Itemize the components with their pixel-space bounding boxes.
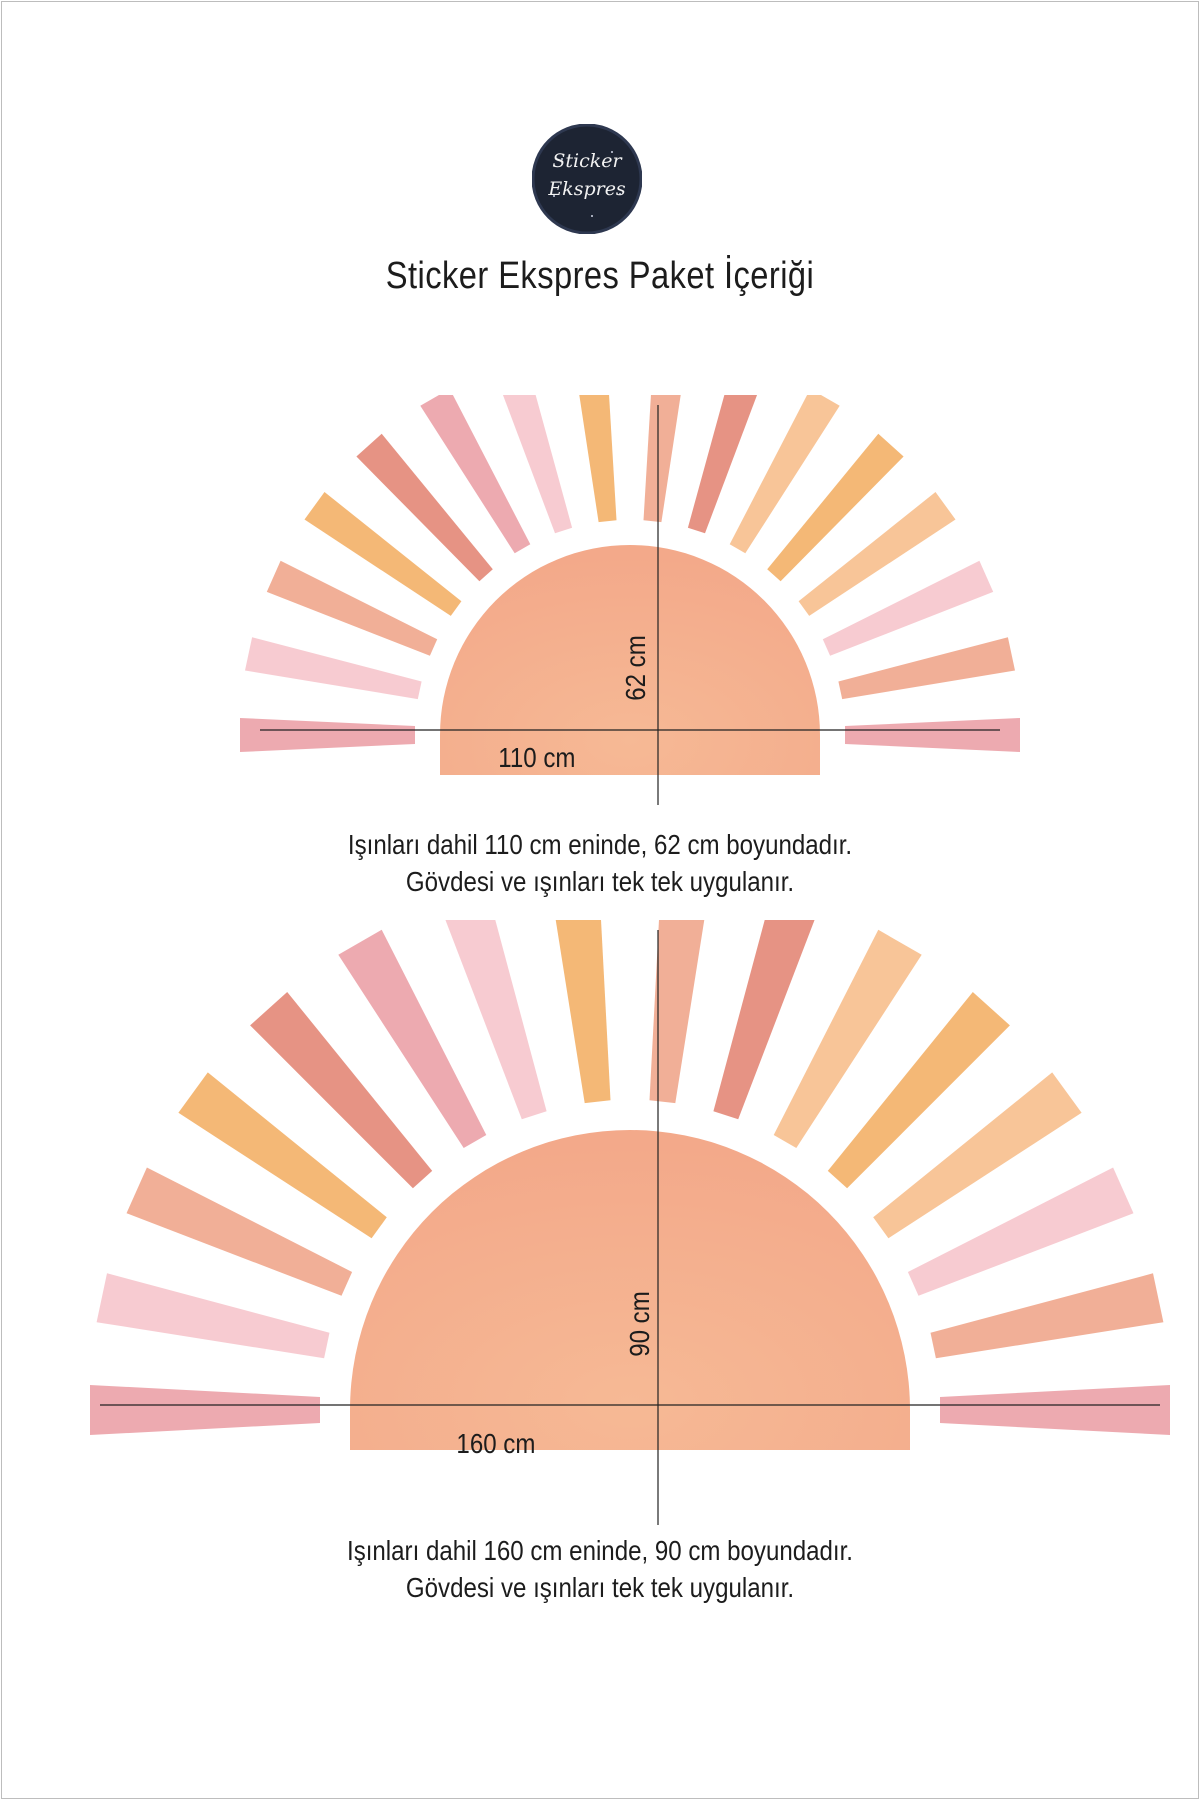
- sun-large-ray: [90, 1385, 320, 1435]
- sun-large-ray: [907, 1167, 1134, 1296]
- sun-decal-large: [0, 920, 1200, 1540]
- sun-small-ray: [687, 395, 758, 534]
- page-heading: Sticker Ekspres Paket İçeriği: [385, 255, 815, 297]
- sun-large-ray: [940, 1385, 1170, 1435]
- caption-small: Işınları dahil 110 cm eninde, 62 cm boyu…: [0, 826, 1200, 900]
- sun-large-ray: [773, 929, 922, 1148]
- sun-large-ray: [338, 929, 487, 1148]
- caption-large-line1: Işınları dahil 160 cm eninde, 90 cm boyu…: [346, 1535, 853, 1566]
- width-label-large: 160 cm: [456, 1428, 536, 1459]
- sun-decal-small: [0, 395, 1200, 815]
- sun-small-ray: [729, 395, 840, 554]
- sun-large-ray: [250, 992, 433, 1189]
- sun-large-ray: [930, 1273, 1164, 1359]
- sun-small-ray: [502, 395, 573, 534]
- sun-small-ray: [798, 492, 956, 616]
- sun-large-body: [350, 1130, 910, 1450]
- sun-small-ray: [240, 718, 415, 752]
- height-label-large: 90 cm: [624, 1291, 656, 1357]
- sun-large-ray: [96, 1273, 330, 1359]
- sun-small-body: [440, 545, 820, 775]
- sun-large-ray: [445, 920, 547, 1120]
- sun-small-ray: [245, 637, 422, 700]
- sun-large-ray: [713, 920, 815, 1120]
- sun-small-ray: [266, 560, 438, 656]
- sun-small-ray: [579, 395, 617, 523]
- caption-large: Işınları dahil 160 cm eninde, 90 cm boyu…: [0, 1532, 1200, 1606]
- sun-large-ray: [126, 1167, 353, 1296]
- sun-small-ray: [767, 433, 904, 582]
- caption-small-line2: Gövdesi ve ışınları tek tek uygulanır.: [405, 866, 795, 897]
- sun-large-ray: [178, 1072, 387, 1239]
- sun-large-ray: [827, 992, 1010, 1189]
- sun-small-ray: [845, 718, 1020, 752]
- width-label-small: 110 cm: [498, 742, 576, 773]
- caption-large-line2: Gövdesi ve ışınları tek tek uygulanır.: [405, 1572, 795, 1603]
- sun-small-ray: [304, 492, 462, 616]
- sun-small-ray: [356, 433, 493, 582]
- brand-logo: Sticker Ekspres: [531, 123, 643, 235]
- height-label-small: 62 cm: [620, 635, 652, 701]
- caption-small-line1: Işınları dahil 110 cm eninde, 62 cm boyu…: [347, 829, 853, 860]
- sun-small-ray: [643, 395, 681, 523]
- logo-text-line2: Ekspres: [548, 178, 626, 200]
- sun-large-ray: [649, 920, 705, 1104]
- sun-large-ray: [555, 920, 611, 1104]
- sun-small-ray: [822, 560, 994, 656]
- sun-small-ray: [420, 395, 531, 554]
- sun-small-ray: [838, 637, 1015, 700]
- sun-large-ray: [873, 1072, 1082, 1239]
- logo-text-line1: Sticker: [552, 150, 622, 172]
